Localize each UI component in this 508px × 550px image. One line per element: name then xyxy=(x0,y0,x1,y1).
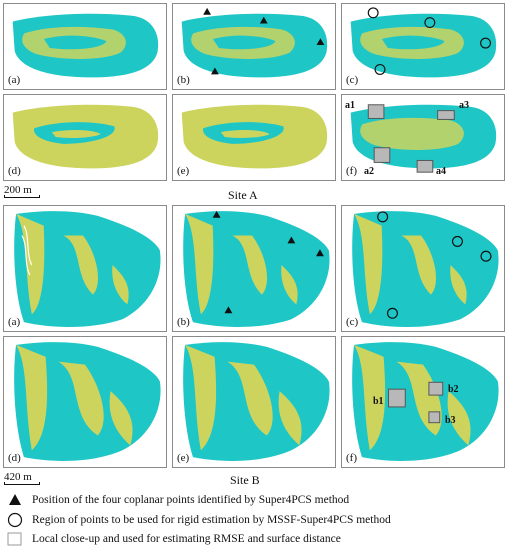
site-b-terrain-map xyxy=(14,342,161,461)
square-markers xyxy=(367,104,455,173)
site-a-panel-c: (c) xyxy=(341,3,505,90)
roi-label-a1: a1 xyxy=(345,100,355,111)
site-a-terrain-map xyxy=(12,104,159,169)
panel-label: (f) xyxy=(346,165,357,177)
roi-label-a3: a3 xyxy=(459,100,469,111)
site-a-title: Site A xyxy=(228,188,258,202)
roi-label-b3: b3 xyxy=(445,415,456,426)
site-a-scale-bar: 200 m xyxy=(4,184,40,198)
site-b-terrain-map xyxy=(183,210,330,327)
triangle-icon xyxy=(9,494,21,505)
square-icon xyxy=(7,532,22,546)
site-b-terrain-map xyxy=(183,342,330,461)
site-a-terrain-map xyxy=(12,13,159,78)
panel-label: (e) xyxy=(177,165,190,177)
site-a-panel-e: (e) xyxy=(172,94,336,181)
triangle-markers xyxy=(203,7,325,75)
site-a-terrain-map xyxy=(350,7,497,78)
panel-label: (e) xyxy=(177,452,190,464)
legend-triangle-text: Position of the four coplanar points ide… xyxy=(32,494,350,506)
site-b-terrain-map xyxy=(14,211,161,327)
site-b-panel-c: (c) xyxy=(341,205,505,332)
site-a-panel-a: (a) xyxy=(3,3,167,90)
site-b-panel-a: (a) xyxy=(3,205,167,332)
site-b-panel-e: (e) xyxy=(172,336,336,468)
roi-label-a2: a2 xyxy=(364,166,374,177)
site-a-terrain-map xyxy=(350,104,497,173)
panel-label: (c) xyxy=(346,316,359,328)
site-a-panel-f: a1 a3 a2 a4 (f) xyxy=(341,94,505,181)
panel-label: (d) xyxy=(8,452,21,464)
site-b-title: Site B xyxy=(230,473,260,487)
circle-markers xyxy=(377,211,492,319)
site-a-panel-b: (b) xyxy=(172,3,336,90)
panel-label: (c) xyxy=(346,74,359,86)
square-markers xyxy=(388,381,444,424)
roi-label-b1: b1 xyxy=(373,396,384,407)
circle-markers xyxy=(367,7,491,75)
panel-label: (f) xyxy=(346,452,357,464)
site-b-scale-bar: 420 m xyxy=(4,471,40,485)
panel-label: (b) xyxy=(177,316,190,328)
triangle-markers xyxy=(212,210,324,314)
panel-label: (a) xyxy=(8,316,21,328)
roi-label-b2: b2 xyxy=(448,384,459,395)
site-b-terrain-map xyxy=(352,211,499,327)
roi-label-a4: a4 xyxy=(436,166,446,177)
legend-square-text: Local close-up and used for estimating R… xyxy=(32,533,341,545)
panel-label: (a) xyxy=(8,74,21,86)
site-a-panel-d: (d) xyxy=(3,94,167,181)
panel-label: (d) xyxy=(8,165,21,177)
legend-circle-text: Region of points to be used for rigid es… xyxy=(32,514,391,526)
panel-label: (b) xyxy=(177,74,190,86)
site-b-panel-f: b1 b2 b3 (f) xyxy=(341,336,505,468)
site-b-panel-b: (b) xyxy=(172,205,336,332)
site-b-panel-d: (d) xyxy=(3,336,167,468)
site-b-terrain-map xyxy=(352,342,499,461)
site-a-terrain-map xyxy=(181,7,328,78)
site-a-terrain-map xyxy=(181,104,328,169)
circle-icon xyxy=(7,512,23,528)
